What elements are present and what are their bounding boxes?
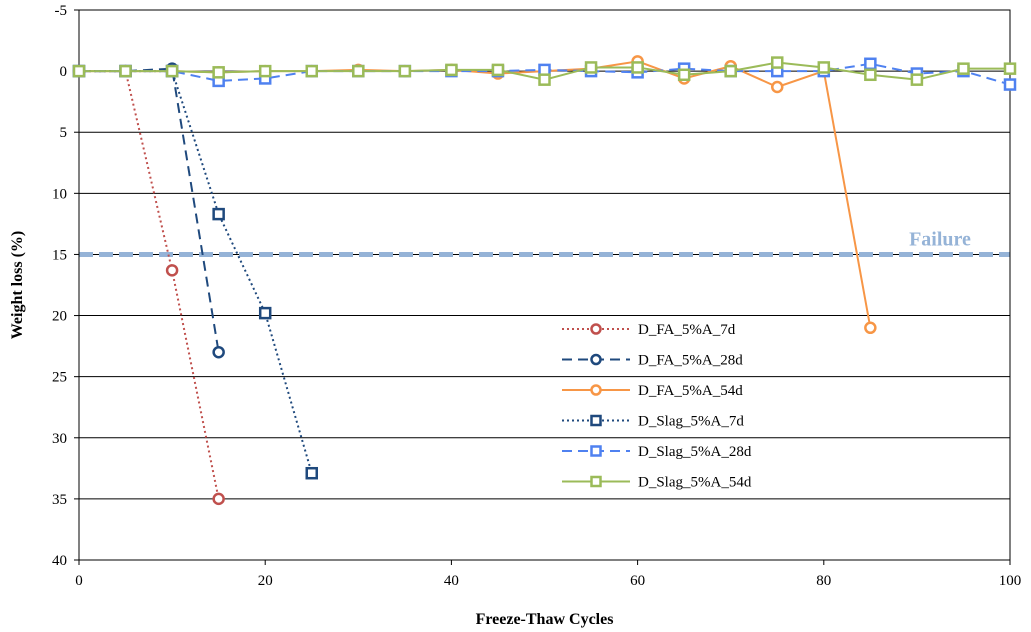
data-point <box>445 63 458 77</box>
grid-lines <box>79 70 1010 500</box>
series-line <box>79 70 220 500</box>
legend-label: D_Slag_5%A_54d <box>638 475 752 491</box>
series-line <box>79 70 313 474</box>
x-tick-label: 0 <box>75 573 83 589</box>
y-tick-label: 5 <box>60 125 68 141</box>
y-tick-label: 25 <box>52 370 67 386</box>
legend-item: D_FA_5%A_54d <box>562 383 743 399</box>
data-point <box>817 61 831 74</box>
y-tick-label: 15 <box>52 247 67 263</box>
x-tick-label: 40 <box>444 573 459 589</box>
data-point <box>305 466 318 480</box>
legend-marker <box>590 414 602 427</box>
legend-marker <box>590 353 602 366</box>
data-point <box>910 73 924 86</box>
data-point <box>771 56 784 69</box>
series-d-fa-5-a-54d <box>72 55 877 335</box>
data-point <box>491 63 505 77</box>
data-point <box>957 62 970 75</box>
plot-frame <box>78 9 1011 561</box>
data-point <box>631 61 644 74</box>
data-point <box>165 264 179 277</box>
legend-label: D_FA_5%A_54d <box>638 383 743 399</box>
y-tick-label: 40 <box>52 553 67 569</box>
data-point <box>1003 78 1017 91</box>
legend-marker <box>590 475 602 488</box>
data-point <box>398 64 412 78</box>
legend-label: D_FA_5%A_7d <box>638 322 736 338</box>
x-axis-title: Freeze-Thaw Cycles <box>476 611 614 628</box>
failure-label: Failure <box>909 228 971 250</box>
legend-item: D_FA_5%A_7d <box>562 322 736 338</box>
data-point <box>258 306 272 320</box>
data-point <box>864 57 877 71</box>
data-point <box>165 64 179 78</box>
legend-item: D_Slag_5%A_28d <box>562 444 752 460</box>
legend-marker <box>590 445 602 457</box>
data-point <box>212 66 225 79</box>
data-point <box>72 64 86 78</box>
y-axis-title: Weight loss (%) <box>9 231 26 339</box>
legend-label: D_FA_5%A_28d <box>638 353 743 369</box>
data-point <box>1003 62 1017 75</box>
x-tick-label: 60 <box>630 573 645 589</box>
y-tick-label: 30 <box>52 431 67 447</box>
data-point <box>212 345 225 359</box>
x-tick-label: 100 <box>999 573 1022 589</box>
legend: D_FA_5%A_7d D_FA_5%A_28d D_FA_5%A_54d D_Sla… <box>562 322 752 491</box>
data-point <box>119 64 132 78</box>
series-group <box>72 55 1017 506</box>
data-point <box>538 73 551 86</box>
data-point <box>305 64 318 78</box>
y-tick-label: 10 <box>52 186 67 202</box>
data-point <box>864 321 877 335</box>
data-point <box>724 64 737 78</box>
series-d-fa-5-a-28d <box>72 62 225 359</box>
y-tick-label: -5 <box>55 3 68 19</box>
data-point <box>538 63 551 77</box>
data-point <box>771 80 784 94</box>
series-line <box>79 60 872 328</box>
axis-ticks: -5 0 5 10 15 20 25 30 35 40 0 20 40 60 80 100 <box>52 3 1021 589</box>
series-line <box>79 67 220 353</box>
data-point <box>864 68 877 82</box>
x-tick-label: 20 <box>258 573 273 589</box>
x-tick-label: 80 <box>816 573 831 589</box>
series-d-slag-5-a-7d <box>72 64 318 480</box>
y-tick-label: 35 <box>52 492 67 508</box>
data-point <box>258 64 272 78</box>
legend-marker <box>590 323 602 335</box>
legend-item: D_FA_5%A_28d <box>562 353 743 369</box>
legend-marker <box>590 384 602 396</box>
data-point <box>677 68 691 82</box>
data-point <box>212 492 225 506</box>
data-point <box>212 207 225 221</box>
legend-item: D_Slag_5%A_54d <box>562 475 752 491</box>
y-tick-label: 20 <box>52 309 67 325</box>
failure-threshold: Failure <box>79 228 1010 257</box>
legend-label: D_Slag_5%A_7d <box>638 414 744 430</box>
data-point <box>584 61 598 74</box>
series-d-slag-5-a-54d <box>72 56 1017 86</box>
legend-item: D_Slag_5%A_7d <box>562 414 744 430</box>
legend-label: D_Slag_5%A_28d <box>638 444 752 460</box>
data-point <box>352 64 365 78</box>
y-tick-label: 0 <box>60 64 68 80</box>
